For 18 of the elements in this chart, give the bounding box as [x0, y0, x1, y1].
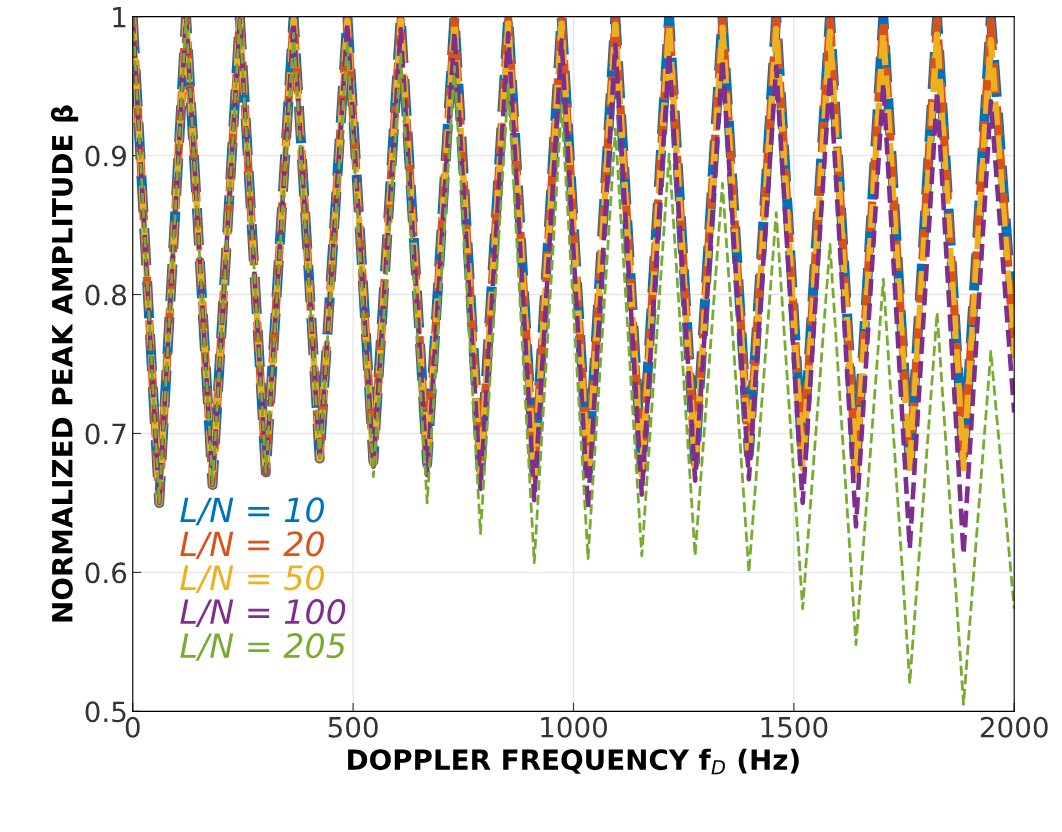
y-tick-label: 0.6: [85, 562, 127, 584]
x-tick-label: 2000: [980, 716, 1048, 738]
y-tick-label: 0.5: [85, 701, 126, 723]
x-tick-label: 0: [125, 716, 140, 738]
y-tick-label: 1: [113, 6, 126, 28]
series-label: L/N = 10: [180, 497, 325, 526]
y-tick-label: 0.8: [85, 284, 126, 306]
x-tick-label: 1000: [541, 716, 607, 738]
x-axis-title: DOPPLER FREQUENCY f$_{D}$ (Hz): [348, 748, 799, 775]
x-tick-label: 500: [328, 716, 378, 738]
y-tick-label: 0.9: [85, 145, 126, 167]
text: L/N = 100: [180, 599, 346, 627]
y-axis-title: NORMALIZED PEAK AMPLITUDE β: [50, 105, 79, 622]
y-tick-label: 0.7: [85, 423, 126, 445]
text: L/N = 205: [180, 633, 346, 661]
x-tick-label: 1500: [761, 716, 828, 738]
series-label: L/N = 50: [180, 565, 325, 593]
series-label: L/N = 20: [180, 531, 325, 560]
